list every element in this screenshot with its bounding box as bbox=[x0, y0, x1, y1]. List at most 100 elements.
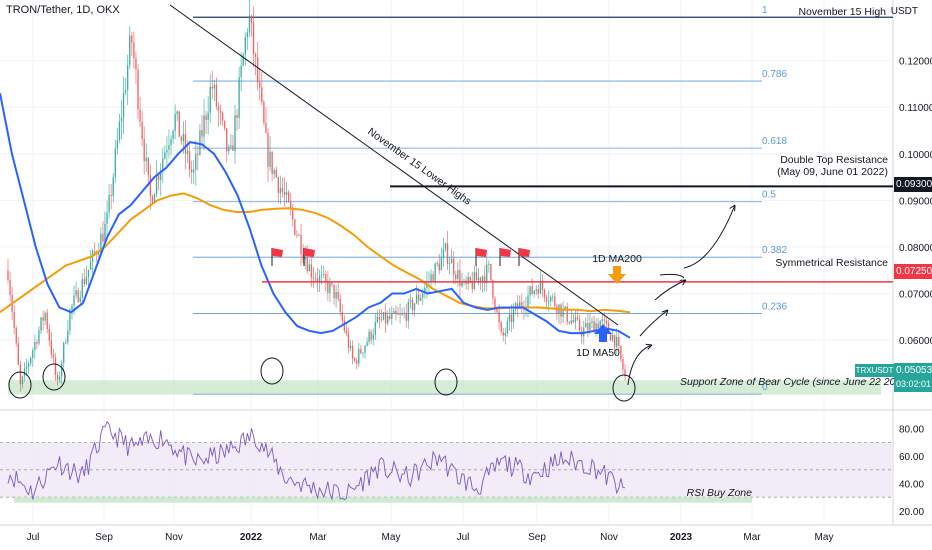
annotation-double-top-dates: (May 09, June 01 2022) bbox=[777, 166, 888, 178]
candle-body bbox=[69, 309, 71, 331]
arrowhead-icon bbox=[729, 204, 736, 212]
candle-body bbox=[353, 358, 356, 361]
projection-arrow bbox=[683, 204, 736, 269]
candle-body bbox=[467, 277, 469, 285]
candle-body bbox=[60, 363, 63, 377]
candle-body bbox=[217, 106, 220, 111]
candle-body bbox=[351, 345, 354, 359]
candle-body bbox=[149, 175, 152, 197]
candle-body bbox=[504, 333, 507, 336]
candle-body bbox=[589, 322, 591, 331]
candle-body bbox=[624, 369, 626, 377]
candle-body bbox=[13, 312, 15, 328]
candle-body bbox=[603, 319, 606, 321]
flag-icon bbox=[500, 248, 511, 257]
candle-body bbox=[422, 293, 424, 298]
candle-body bbox=[294, 219, 296, 235]
candle-body bbox=[143, 139, 145, 162]
annotation-ma50: 1D MA50 bbox=[576, 347, 620, 359]
candle-body bbox=[93, 251, 96, 253]
candle-body bbox=[100, 233, 102, 254]
symbol-tag: TRXUSDT bbox=[855, 364, 894, 377]
candle-body bbox=[475, 272, 478, 281]
candle-body bbox=[473, 272, 476, 289]
candle-body bbox=[432, 274, 434, 283]
candle-body bbox=[537, 289, 540, 294]
candle-body bbox=[411, 299, 414, 311]
candle-body bbox=[178, 111, 180, 137]
candle-body bbox=[560, 304, 562, 317]
candle-body bbox=[374, 322, 377, 335]
candle-body bbox=[483, 276, 486, 283]
candle-body bbox=[273, 170, 275, 174]
annotation-double-top: Double Top Resistance bbox=[780, 154, 888, 166]
candle-body bbox=[415, 294, 418, 304]
lower-highs-trendline bbox=[169, 4, 619, 326]
candle-body bbox=[302, 254, 304, 260]
candle-body bbox=[611, 335, 614, 341]
candle-body bbox=[124, 89, 127, 93]
candle-body bbox=[65, 342, 67, 344]
ma200-line bbox=[0, 192, 631, 314]
y-tick-label: 0.07000 bbox=[899, 290, 932, 301]
candle-body bbox=[116, 139, 119, 149]
candle-body bbox=[219, 110, 222, 114]
y-tick-label: 0.10000 bbox=[899, 150, 932, 161]
candle-body bbox=[552, 296, 554, 298]
price-label-0093: 0.09300 bbox=[894, 177, 932, 192]
candle-body bbox=[221, 113, 224, 121]
candle-body bbox=[417, 294, 420, 301]
candle-body bbox=[40, 317, 42, 331]
candle-body bbox=[601, 319, 604, 322]
support-zone bbox=[8, 380, 881, 395]
candle-body bbox=[186, 151, 189, 154]
y-tick-label: 0.09000 bbox=[899, 196, 932, 207]
candle-body bbox=[618, 336, 620, 346]
candle-body bbox=[236, 115, 238, 118]
y-tick-label: 0.06000 bbox=[899, 336, 932, 347]
candle-body bbox=[562, 308, 564, 317]
candle-body bbox=[440, 257, 443, 271]
x-tick-label: Jul bbox=[27, 532, 40, 543]
x-tick-label: Nov bbox=[165, 532, 183, 543]
candle-body bbox=[316, 278, 319, 282]
candle-body bbox=[108, 195, 110, 213]
candle-body bbox=[17, 343, 20, 365]
candle-body bbox=[226, 128, 228, 152]
candle-body bbox=[23, 368, 26, 377]
candle-body bbox=[461, 281, 463, 287]
candle-body bbox=[521, 302, 523, 307]
candle-body bbox=[310, 264, 313, 278]
candle-body bbox=[135, 58, 137, 70]
candle-body bbox=[271, 151, 273, 174]
candle-body bbox=[362, 352, 364, 354]
candle-body bbox=[215, 84, 218, 107]
candle-body bbox=[203, 115, 205, 137]
rsi-pane: 80.00 60.00 40.00 20.00 RSI Buy Zone bbox=[0, 420, 924, 518]
candle-body bbox=[430, 274, 432, 282]
candle-body bbox=[407, 301, 410, 321]
candle-body bbox=[384, 312, 387, 324]
rsi-tick-label: 40.00 bbox=[899, 479, 924, 490]
fib-retracement: 1 0.786 0.618 0.5 0.382 0.236 0 bbox=[193, 5, 893, 395]
annotation-ma200: 1D MA200 bbox=[592, 253, 642, 265]
candle-body bbox=[122, 92, 125, 118]
candle-body bbox=[347, 333, 350, 349]
candle-body bbox=[506, 321, 509, 334]
candle-body bbox=[364, 345, 366, 353]
candle-body bbox=[395, 310, 397, 315]
candle-body bbox=[32, 350, 34, 358]
candle-body bbox=[595, 323, 597, 333]
low-circle bbox=[612, 374, 636, 402]
candle-body bbox=[372, 334, 374, 340]
candle-body bbox=[622, 359, 624, 370]
candle-body bbox=[50, 340, 53, 355]
fib-level-label: 1 bbox=[762, 5, 768, 16]
arrowhead-icon bbox=[645, 343, 653, 350]
candle-body bbox=[550, 296, 552, 302]
candle-body bbox=[240, 65, 242, 78]
low-circle bbox=[42, 363, 66, 391]
rsi-tick-label: 20.00 bbox=[899, 507, 924, 518]
candle-body bbox=[36, 342, 38, 344]
